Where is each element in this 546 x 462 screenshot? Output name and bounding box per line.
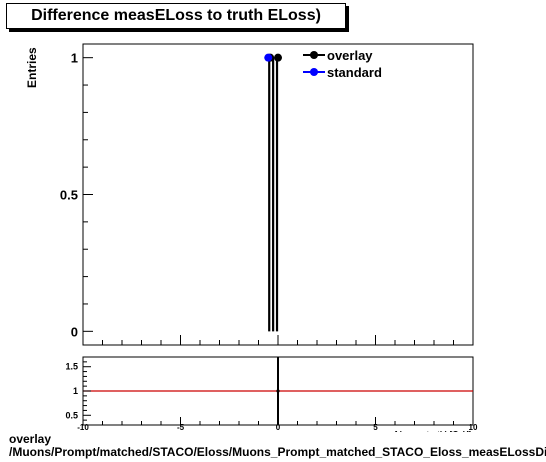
y-tick-label: 1	[71, 51, 78, 66]
ratio-plot-panel: 0.5 1 1.5 -10 -5 0 5 10Δ(meas, truth) [GeV]	[65, 356, 478, 432]
footer-label: overlay	[9, 432, 52, 446]
x-tick-label: -10	[77, 423, 89, 432]
data-point-standard	[264, 53, 273, 62]
legend-marker-overlay	[310, 51, 318, 59]
data-point-overlay	[274, 53, 282, 62]
x-tick-label: -5	[177, 423, 185, 432]
legend-marker-standard	[310, 68, 318, 76]
x-tick-label: 10	[469, 423, 478, 432]
legend-label-standard: standard	[327, 65, 382, 80]
legend: overlay standard	[303, 48, 382, 80]
ratio-y-tick-label: 1	[73, 386, 78, 396]
ratio-y-tick-label: 1.5	[65, 362, 78, 372]
x-tick-label: 0	[276, 423, 281, 432]
x-tick-label: 5	[373, 423, 378, 432]
footer-path: /Muons/Prompt/matched/STACO/Eloss/Muons_…	[9, 445, 546, 459]
main-plot-panel: 00.51	[60, 43, 474, 346]
ratio-data-point	[276, 389, 280, 393]
legend-label-overlay: overlay	[327, 48, 373, 63]
chart-title: Difference measELoss to truth ELoss)	[6, 3, 346, 29]
ratio-y-tick-label: 0.5	[65, 410, 78, 420]
x-axis-label: Δ(meas, truth) [GeV]	[393, 430, 471, 432]
y-tick-label: 0.5	[60, 188, 78, 203]
chart-canvas: 00.51 0.511.5-10-50510Δ(meas, truth) [Ge…	[60, 43, 478, 432]
y-tick-label: 0	[71, 324, 78, 339]
